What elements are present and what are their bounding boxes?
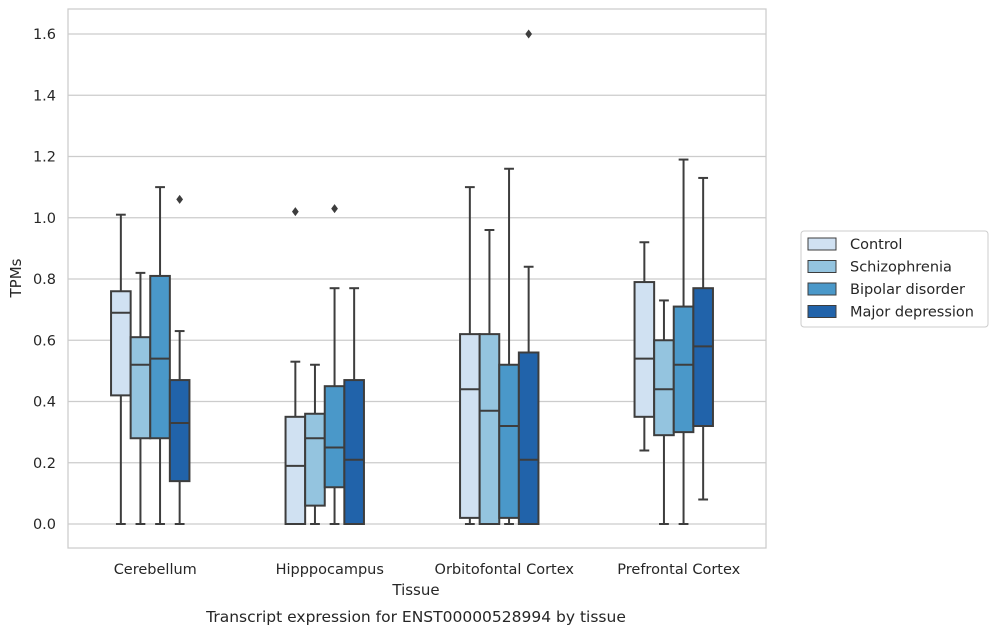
y-axis-label: TPMs	[7, 258, 25, 298]
chart-caption: Transcript expression for ENST0000052899…	[205, 608, 626, 626]
y-tick-label: 1.0	[33, 211, 56, 227]
outlier-marker	[176, 194, 184, 204]
iqr-box	[692, 287, 714, 427]
legend-label: Schizophrenia	[850, 260, 952, 276]
y-tick-label: 0.2	[33, 456, 56, 472]
plot-area-frame	[67, 8, 767, 549]
legend-frame	[800, 230, 989, 328]
box-groups	[110, 29, 714, 525]
box-2-category-2	[304, 363, 326, 525]
iqr-box	[459, 333, 481, 519]
legend: Control Schizophrenia Bipolar disorder Majo…	[800, 230, 989, 328]
iqr-box	[129, 336, 152, 440]
legend-swatch	[807, 260, 837, 273]
box-3-category-1	[149, 186, 171, 525]
iqr-box	[478, 333, 501, 525]
y-tick-label: 1.4	[33, 88, 56, 104]
y-tick-label: 1.6	[33, 27, 56, 43]
iqr-box	[672, 305, 695, 434]
x-axis-label: Tissue	[391, 581, 439, 599]
box-4-category-1	[168, 194, 191, 525]
y-tick-label: 1.2	[33, 150, 56, 166]
iqr-box	[110, 290, 132, 397]
x-tick-labels: Cerebellum Hipppocampus Orbitofontal Corte…	[114, 562, 741, 578]
iqr-box	[168, 379, 191, 483]
box-3-category-3	[498, 167, 520, 525]
y-tick-label: 0.0	[33, 517, 56, 533]
iqr-box	[633, 281, 656, 418]
legend-label: Bipolar disorder	[850, 282, 965, 298]
legend-swatch	[807, 305, 837, 318]
x-tick-label: Prefrontal Cortex	[617, 562, 740, 578]
x-tick-label: Hipppocampus	[276, 562, 384, 578]
box-4-category-3	[517, 29, 540, 525]
iqr-box	[517, 351, 540, 525]
iqr-box	[653, 339, 675, 437]
iqr-box	[284, 415, 307, 525]
y-tick-label: 0.4	[33, 395, 56, 411]
outlier-marker	[525, 29, 533, 39]
legend-swatch	[807, 282, 837, 296]
y-tick-label: 0.6	[33, 333, 56, 349]
legend-label: Major depression	[850, 305, 974, 321]
legend-swatch	[807, 237, 837, 251]
box-2-category-4	[653, 299, 675, 525]
box-2-category-1	[129, 271, 152, 525]
box-3-category-2	[323, 204, 346, 525]
outlier-marker	[331, 204, 338, 214]
iqr-box	[498, 363, 520, 519]
x-tick-label: Cerebellum	[114, 562, 197, 578]
outlier-marker	[291, 207, 299, 217]
box-3-category-4	[672, 158, 695, 525]
y-tick-label: 0.8	[33, 272, 56, 288]
box-1-category-4	[633, 241, 656, 452]
iqr-box	[149, 274, 171, 440]
box-1-category-1	[110, 213, 132, 525]
box-2-category-3	[478, 229, 501, 525]
box-4-category-2	[343, 287, 365, 525]
iqr-box	[323, 385, 346, 489]
iqr-box	[343, 379, 365, 525]
box-4-category-4	[692, 176, 714, 501]
legend-label: Control	[850, 237, 902, 253]
box-1-category-3	[459, 186, 481, 525]
iqr-box	[304, 412, 326, 507]
box-1-category-2	[284, 207, 307, 525]
y-tick-labels: 0.0 0.2 0.4 0.6 0.8 1.0 1.2 1.4 1.6	[33, 27, 56, 533]
x-tick-label: Orbitofontal Cortex	[435, 562, 575, 578]
